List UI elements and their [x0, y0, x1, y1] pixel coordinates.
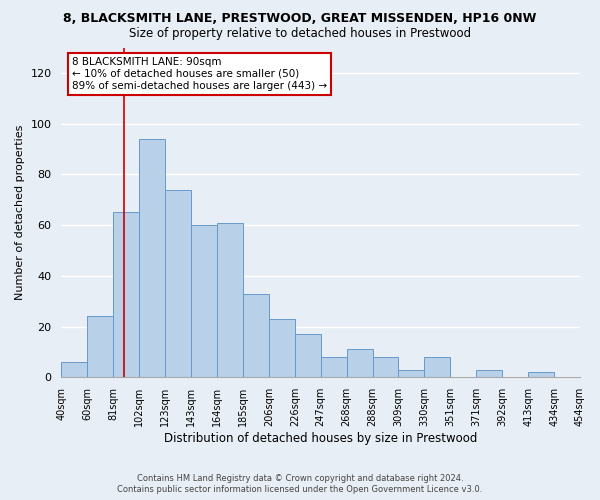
Bar [191, 225, 217, 378]
Bar [347, 350, 373, 378]
Bar [398, 370, 424, 378]
Text: Size of property relative to detached houses in Prestwood: Size of property relative to detached ho… [129, 28, 471, 40]
Bar [321, 357, 347, 378]
Bar [139, 139, 165, 378]
Bar [424, 357, 451, 378]
Text: 8 BLACKSMITH LANE: 90sqm
← 10% of detached houses are smaller (50)
89% of semi-d: 8 BLACKSMITH LANE: 90sqm ← 10% of detach… [72, 58, 327, 90]
Bar [295, 334, 321, 378]
Bar [113, 212, 139, 378]
Bar [165, 190, 191, 378]
Y-axis label: Number of detached properties: Number of detached properties [15, 124, 25, 300]
Text: 8, BLACKSMITH LANE, PRESTWOOD, GREAT MISSENDEN, HP16 0NW: 8, BLACKSMITH LANE, PRESTWOOD, GREAT MIS… [64, 12, 536, 26]
Bar [269, 319, 295, 378]
X-axis label: Distribution of detached houses by size in Prestwood: Distribution of detached houses by size … [164, 432, 478, 445]
Bar [528, 372, 554, 378]
Bar [373, 357, 398, 378]
Bar [243, 294, 269, 378]
Bar [88, 316, 113, 378]
Bar [476, 370, 502, 378]
Text: Contains HM Land Registry data © Crown copyright and database right 2024.
Contai: Contains HM Land Registry data © Crown c… [118, 474, 482, 494]
Bar [217, 222, 243, 378]
Bar [61, 362, 88, 378]
